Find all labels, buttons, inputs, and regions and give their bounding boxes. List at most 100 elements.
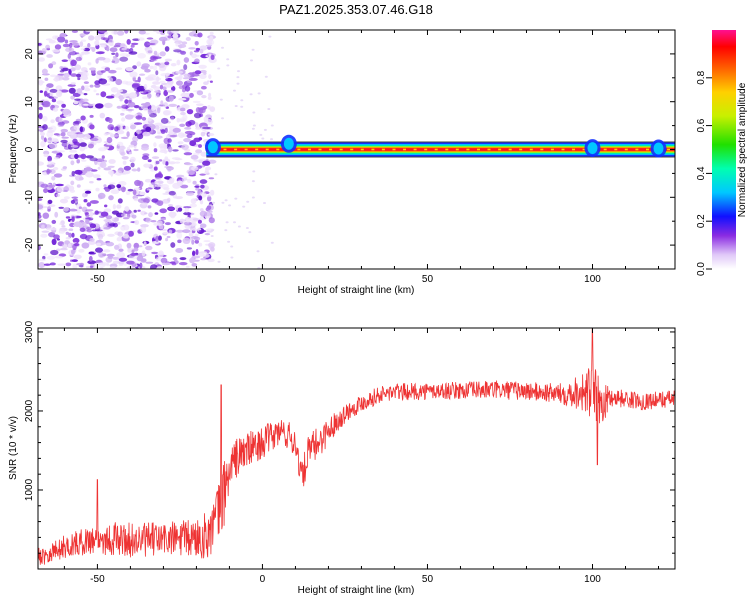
noise-speck bbox=[58, 229, 66, 234]
noise-speck bbox=[210, 235, 214, 237]
noise-speck bbox=[94, 229, 103, 232]
noise-speck bbox=[155, 184, 162, 188]
noise-speck bbox=[78, 92, 84, 95]
noise-speck bbox=[141, 116, 147, 121]
noise-speck bbox=[156, 266, 163, 269]
noise-speck bbox=[203, 240, 211, 243]
noise-speck bbox=[69, 189, 76, 193]
noise-speck bbox=[179, 117, 187, 123]
noise-speck bbox=[181, 144, 190, 150]
noise-speck bbox=[191, 53, 198, 59]
carrier-peak bbox=[445, 148, 449, 151]
carrier-peak bbox=[381, 148, 385, 151]
noise-speck bbox=[193, 159, 200, 162]
noise-speck bbox=[54, 44, 62, 50]
noise-speck bbox=[194, 58, 200, 64]
noise-speck bbox=[174, 76, 180, 80]
noise-speck bbox=[70, 160, 75, 166]
noise-speck bbox=[106, 143, 114, 146]
noise-speck bbox=[155, 70, 159, 76]
spectrogram-heatmap bbox=[38, 30, 675, 269]
noise-speck bbox=[217, 67, 221, 70]
noise-speck bbox=[168, 103, 178, 107]
noise-speck bbox=[129, 71, 138, 78]
noise-speck bbox=[184, 163, 193, 166]
carrier-peak bbox=[498, 148, 502, 151]
noise-speck bbox=[39, 90, 43, 93]
snr-series-line bbox=[38, 328, 675, 565]
noise-speck bbox=[79, 142, 87, 147]
noise-speck bbox=[61, 225, 66, 228]
noise-speck bbox=[38, 198, 43, 201]
noise-speck bbox=[152, 81, 161, 85]
noise-speck bbox=[132, 65, 138, 70]
noise-speck bbox=[92, 174, 101, 179]
noise-speck bbox=[51, 176, 56, 181]
noise-speck bbox=[75, 175, 83, 181]
noise-speck bbox=[150, 264, 158, 269]
noise-speck bbox=[183, 57, 190, 63]
noise-speck bbox=[191, 263, 198, 267]
noise-speck bbox=[167, 35, 173, 39]
noise-speck bbox=[81, 242, 90, 249]
noise-speck bbox=[116, 204, 122, 209]
noise-speck bbox=[125, 191, 131, 196]
noise-speck bbox=[131, 82, 140, 88]
noise-speck bbox=[47, 208, 51, 212]
noise-speck bbox=[176, 180, 183, 187]
noise-speck bbox=[78, 206, 82, 209]
noise-speck bbox=[115, 52, 119, 58]
noise-speck bbox=[86, 202, 92, 207]
noise-speck bbox=[194, 41, 199, 46]
noise-speck bbox=[137, 53, 147, 59]
noise-speck bbox=[116, 251, 126, 259]
noise-speck bbox=[112, 203, 116, 210]
noise-speck bbox=[211, 201, 215, 204]
noise-speck bbox=[236, 82, 240, 85]
noise-speck bbox=[153, 86, 161, 91]
noise-speck bbox=[151, 251, 159, 255]
carrier-peak bbox=[572, 148, 575, 151]
carrier-peak bbox=[308, 148, 311, 151]
noise-speck bbox=[104, 102, 113, 109]
noise-speck bbox=[56, 100, 64, 105]
noise-speck bbox=[65, 231, 70, 235]
noise-speck bbox=[151, 156, 160, 160]
noise-speck bbox=[154, 180, 158, 185]
noise-speck bbox=[159, 208, 167, 214]
noise-speck bbox=[122, 234, 129, 239]
noise-speck bbox=[151, 240, 160, 245]
noise-speck bbox=[53, 167, 59, 171]
noise-speck bbox=[103, 208, 112, 213]
noise-speck bbox=[156, 93, 160, 98]
noise-speck bbox=[261, 137, 265, 140]
colorbar-tick-label: 0.6 bbox=[696, 118, 707, 132]
noise-speck bbox=[200, 131, 206, 137]
noise-speck bbox=[38, 204, 44, 210]
noise-speck bbox=[114, 244, 120, 250]
noise-speck bbox=[77, 77, 81, 81]
noise-speck bbox=[177, 207, 183, 212]
noise-speck bbox=[150, 220, 157, 223]
noise-speck bbox=[107, 255, 114, 259]
noise-speck bbox=[146, 123, 154, 127]
noise-speck bbox=[123, 224, 130, 231]
noise-speck bbox=[240, 99, 244, 102]
noise-speck bbox=[153, 166, 158, 171]
noise-speck bbox=[163, 187, 170, 191]
colorbar-tick-label: 0.8 bbox=[696, 70, 707, 84]
noise-speck bbox=[166, 166, 174, 171]
noise-speck bbox=[205, 55, 209, 58]
noise-speck bbox=[154, 125, 160, 130]
noise-speck bbox=[263, 202, 266, 204]
noise-speck bbox=[146, 78, 155, 81]
noise-speck bbox=[70, 82, 76, 85]
noise-speck bbox=[53, 234, 60, 240]
noise-speck bbox=[73, 221, 83, 227]
noise-speck bbox=[160, 218, 166, 221]
noise-speck bbox=[144, 68, 151, 73]
noise-speck bbox=[47, 199, 53, 204]
noise-speck bbox=[184, 85, 191, 92]
noise-speck bbox=[147, 108, 152, 115]
noise-speck bbox=[251, 48, 255, 51]
